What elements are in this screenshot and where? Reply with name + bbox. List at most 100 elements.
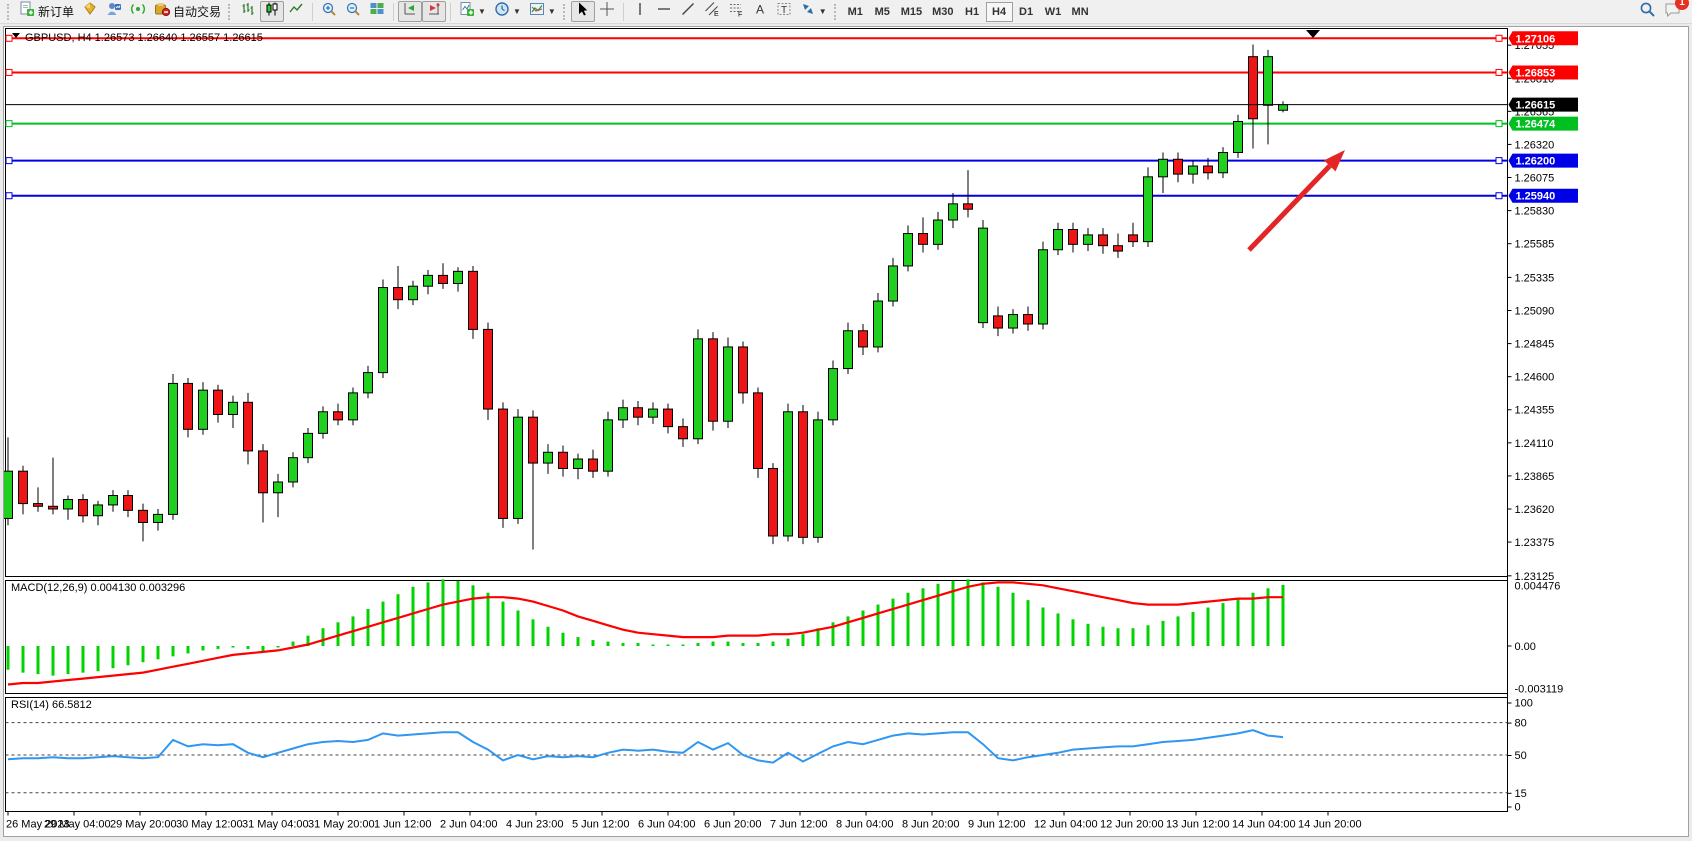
toolbar-grip: [562, 3, 568, 20]
macd-pane: 0.004476 0.00 -0.003119 MACD(12,26,9) 0.004…: [6, 579, 1564, 696]
svg-text:-0.003119: -0.003119: [1515, 684, 1564, 696]
periods-dropdown-caret[interactable]: ▼: [512, 6, 521, 16]
line-chart-icon: [288, 1, 304, 22]
indicators-button[interactable]: ▼: [455, 1, 490, 22]
indicators-dropdown-caret[interactable]: ▼: [478, 6, 486, 16]
chart-title: GBPUSD, H4 1.26573 1.26640 1.26557 1.266…: [12, 32, 263, 44]
signals-button[interactable]: [126, 1, 150, 22]
new-order-button[interactable]: 新订单: [15, 1, 78, 22]
arrow-annotation[interactable]: [1247, 150, 1345, 252]
equidistant-channel-icon: E: [704, 1, 720, 22]
strategy-tester-button[interactable]: [78, 1, 102, 22]
svg-text:1.25585: 1.25585: [1515, 239, 1555, 251]
strategy-tester-icon: [82, 1, 98, 22]
timeframe-h1[interactable]: H1: [965, 5, 980, 18]
cursor-button[interactable]: [570, 1, 595, 22]
rsi-pane: 100 80 50 15 0 RSI(14) 66.5812: [5, 698, 1533, 814]
svg-text:26 May 2023: 26 May 2023: [6, 819, 70, 831]
shift-marker-icon[interactable]: [1306, 30, 1320, 38]
svg-text:0.004476: 0.004476: [1515, 581, 1561, 593]
virtual-hosting-button[interactable]: [102, 1, 126, 22]
toolbar-grip: [228, 3, 233, 20]
templates-button[interactable]: ▼: [525, 1, 560, 22]
fibonacci-button[interactable]: F: [724, 1, 748, 22]
svg-text:T: T: [781, 5, 787, 16]
svg-text:0: 0: [1515, 802, 1521, 814]
svg-text:8 Jun 04:00: 8 Jun 04:00: [836, 819, 894, 831]
chart-shift-button[interactable]: [422, 1, 447, 22]
tile-windows-icon: [369, 1, 385, 22]
timeframe-w1[interactable]: W1: [1044, 5, 1062, 18]
svg-text:13 Jun 12:00: 13 Jun 12:00: [1166, 819, 1230, 831]
svg-text:1.26853: 1.26853: [1516, 67, 1556, 79]
rsi-label: RSI(14) 66.5812: [11, 699, 92, 711]
label-button[interactable]: T: [772, 1, 796, 22]
tile-windows-button[interactable]: [365, 1, 389, 22]
timeframe-m15[interactable]: M15: [900, 5, 923, 18]
svg-text:1.25335: 1.25335: [1515, 272, 1555, 284]
cursor-icon: [575, 1, 591, 22]
timeframe-m5[interactable]: M5: [874, 5, 890, 18]
svg-text:30 May 12:00: 30 May 12:00: [176, 819, 243, 831]
text-label-icon: T: [776, 1, 792, 22]
channel-button[interactable]: E: [700, 1, 724, 22]
svg-text:1.23865: 1.23865: [1515, 471, 1555, 483]
timeframe-bar: M1 M5 M15 M30 H1 H4 D1 W1 MN: [842, 1, 1094, 22]
timeframe-m1[interactable]: M1: [847, 5, 863, 18]
chart-canvas[interactable]: 1.270551.268101.265651.263201.260751.258…: [3, 27, 1688, 836]
templates-dropdown-caret[interactable]: ▼: [547, 6, 556, 16]
zoom-in-button[interactable]: [317, 1, 341, 22]
text-button[interactable]: A: [748, 1, 772, 22]
svg-text:6 Jun 04:00: 6 Jun 04:00: [638, 819, 696, 831]
toolbar-separator: [312, 2, 314, 21]
horizontal-line-button[interactable]: [652, 1, 676, 22]
timeframe-d1[interactable]: D1: [1019, 5, 1034, 18]
toolbar-separator: [450, 2, 452, 21]
indicators-icon: [459, 1, 475, 22]
arrows-icon: [800, 1, 816, 22]
svg-text:100: 100: [1515, 698, 1533, 710]
price-tag-1.27106: 1.27106: [1508, 31, 1578, 46]
periods-button[interactable]: ▼: [490, 1, 525, 22]
horizontal-lines[interactable]: [5, 34, 1508, 200]
candlestick-chart-icon: [264, 1, 280, 22]
toolbar-grip: [833, 3, 839, 20]
vertical-line-icon: [632, 1, 648, 22]
arrows-button[interactable]: ▼: [796, 1, 831, 22]
svg-text:1.24600: 1.24600: [1515, 372, 1555, 384]
svg-text:1.26075: 1.26075: [1515, 173, 1555, 185]
notification-badge[interactable]: 1: [1675, 0, 1689, 10]
chart-shift-icon: [426, 1, 442, 22]
timeframe-h4[interactable]: H4: [985, 1, 1013, 22]
timeframe-mn[interactable]: MN: [1071, 5, 1089, 18]
price-tag-1.25940: 1.25940: [1508, 188, 1578, 203]
svg-text:1.24355: 1.24355: [1515, 405, 1555, 417]
timeframe-m30[interactable]: M30: [932, 5, 954, 18]
crosshair-button[interactable]: [595, 1, 619, 22]
horizontal-line-icon: [656, 1, 672, 22]
chart-window: 1.270551.268101.265651.263201.260751.258…: [3, 26, 1689, 837]
candle-chart-button[interactable]: [260, 1, 285, 22]
search-icon[interactable]: [1639, 1, 1656, 23]
bid-price-tag: 1.26615: [1508, 97, 1578, 112]
svg-text:1.26320: 1.26320: [1515, 139, 1555, 151]
candles: [3, 44, 1288, 550]
auto-scroll-button[interactable]: [398, 1, 423, 22]
bar-chart-button[interactable]: [236, 1, 260, 22]
notifications-button[interactable]: 1: [1664, 0, 1689, 23]
svg-text:1 Jun 12:00: 1 Jun 12:00: [374, 819, 432, 831]
algo-trading-button[interactable]: 自动交易: [150, 1, 225, 22]
trendline-icon: [680, 1, 696, 22]
macd-label: MACD(12,26,9) 0.004130 0.003296: [11, 582, 185, 594]
svg-text:4 Jun 23:00: 4 Jun 23:00: [506, 819, 564, 831]
vertical-line-button[interactable]: [628, 1, 652, 22]
line-chart-button[interactable]: [284, 1, 308, 22]
svg-text:7 Jun 12:00: 7 Jun 12:00: [770, 819, 828, 831]
zoom-out-button[interactable]: [341, 1, 365, 22]
trendline-button[interactable]: [676, 1, 700, 22]
price-tag-1.26474: 1.26474: [1508, 116, 1578, 131]
arrows-dropdown-caret[interactable]: ▼: [818, 6, 827, 16]
svg-text:80: 80: [1515, 718, 1527, 730]
svg-text:1.25940: 1.25940: [1516, 191, 1556, 203]
virtual-hosting-icon: [106, 1, 122, 22]
